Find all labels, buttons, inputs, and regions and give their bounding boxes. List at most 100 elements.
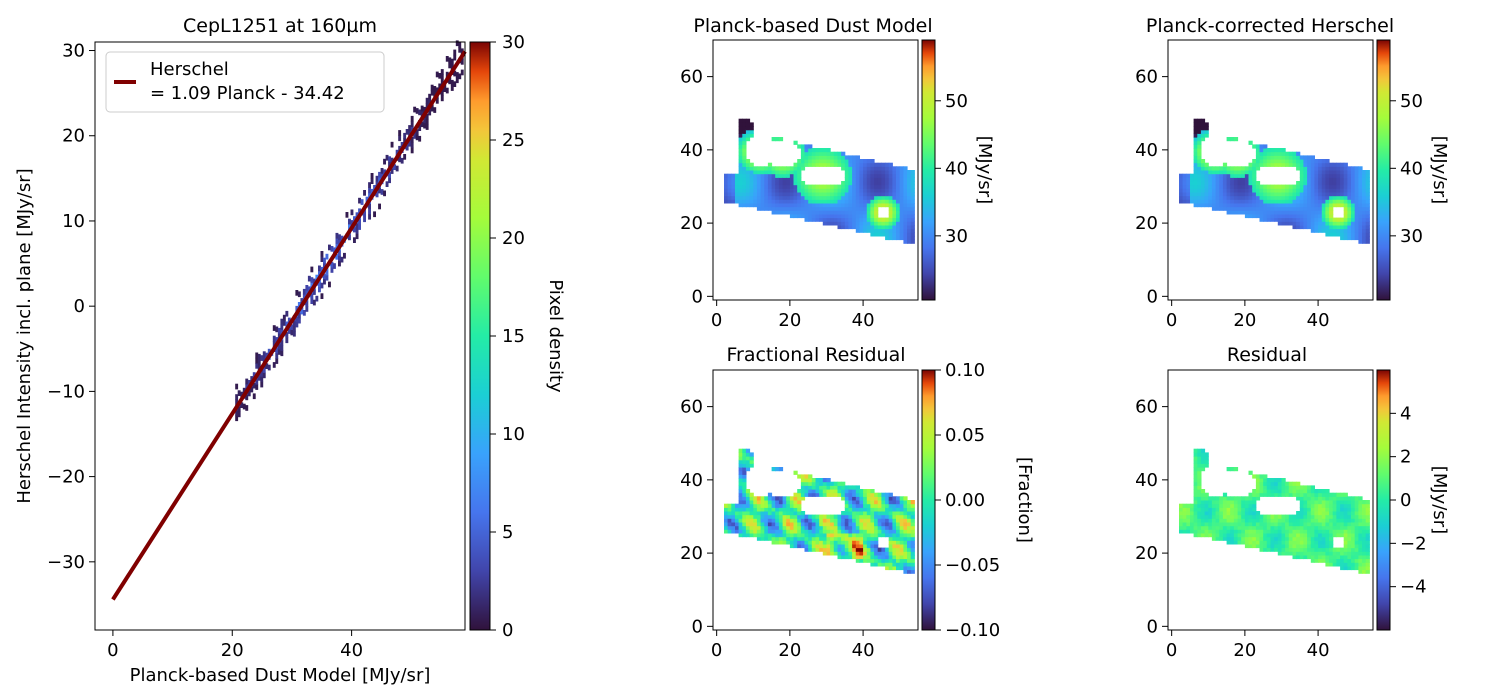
map-cell — [1336, 547, 1341, 552]
map-cell — [742, 122, 747, 127]
map-cell — [1358, 170, 1363, 175]
map-cell — [1299, 536, 1304, 541]
map-cell — [1208, 500, 1213, 505]
density-cell — [398, 156, 402, 163]
map-cell — [881, 173, 886, 178]
map-cell — [1362, 551, 1367, 556]
map-cell — [852, 203, 857, 208]
map-cell — [753, 195, 758, 200]
map-cell — [811, 522, 816, 527]
map-cell — [1222, 170, 1228, 175]
map-cell — [1310, 173, 1315, 178]
map-cell — [852, 177, 857, 182]
map-cell — [837, 481, 842, 486]
map-cell — [888, 181, 893, 186]
density-xlabel: Planck-based Dust Model [MJy/sr] — [130, 665, 431, 686]
map-cell — [1266, 213, 1271, 219]
map-cell — [1233, 522, 1239, 527]
map-cell — [804, 159, 809, 164]
map-cell — [1215, 511, 1220, 516]
map-cell — [745, 496, 751, 501]
density-cell — [318, 281, 321, 288]
map-cell — [822, 547, 827, 552]
map-cell — [738, 456, 743, 461]
map-cell — [767, 199, 773, 204]
map-cell — [782, 525, 787, 530]
map-cell — [742, 151, 747, 156]
map-cell — [1288, 492, 1293, 497]
map-cell — [1336, 518, 1341, 523]
map-cell — [808, 525, 813, 530]
map-cell — [738, 170, 743, 175]
map-cell — [1248, 470, 1253, 475]
map-cell — [1237, 203, 1242, 208]
map-cell — [1266, 536, 1271, 541]
map-cell — [1266, 188, 1271, 193]
density-cell — [375, 175, 379, 182]
map-cell — [804, 485, 809, 490]
map-cell — [1332, 170, 1337, 175]
map-cell — [1362, 239, 1367, 244]
density-cell — [262, 367, 266, 373]
map-cell — [899, 177, 904, 182]
map-cell — [830, 162, 835, 167]
map-cell — [852, 514, 857, 519]
density-cell — [275, 358, 279, 364]
map-cell — [1314, 192, 1319, 197]
map-cell — [1340, 500, 1345, 505]
map-cell — [1336, 192, 1341, 197]
map-cell — [874, 554, 879, 560]
map-cell — [1296, 162, 1301, 167]
map-cell — [1314, 213, 1319, 219]
density-colorbar-tick-label: 20 — [502, 228, 525, 249]
density-cell — [310, 298, 314, 304]
map-cell — [830, 210, 835, 215]
map-cell — [1318, 195, 1323, 200]
map-cell — [778, 181, 784, 186]
map-cell — [863, 492, 868, 497]
map-cell — [1274, 543, 1279, 549]
map-cell — [910, 224, 915, 230]
density-colorbar-label: Pixel density — [545, 279, 566, 393]
map-cell — [1314, 159, 1319, 164]
map-cell — [1270, 206, 1275, 211]
map-cell — [855, 210, 860, 215]
map-cell — [1266, 540, 1271, 545]
map-cell — [910, 543, 915, 549]
density-cell — [453, 54, 457, 61]
map-cell — [1197, 503, 1202, 508]
map-cell — [863, 195, 868, 200]
map-cell — [863, 199, 868, 204]
map-cell — [907, 177, 912, 182]
map-cell — [782, 166, 787, 171]
density-cell — [328, 281, 331, 288]
map-cell — [1266, 162, 1271, 167]
map-cell — [859, 543, 864, 549]
density-cell — [445, 71, 449, 78]
map-cell — [1292, 221, 1297, 226]
map-cell — [874, 543, 879, 549]
map-cell — [1211, 514, 1217, 519]
map-cell — [855, 159, 860, 164]
map-cell — [899, 522, 904, 527]
map-cell — [822, 533, 827, 538]
map-cell — [731, 177, 736, 182]
map-cell — [808, 184, 813, 189]
map-cell — [738, 500, 743, 505]
map-cell — [1237, 503, 1242, 508]
map-cell — [1270, 151, 1275, 156]
map-cell — [1329, 166, 1334, 171]
map-cell — [1200, 133, 1206, 138]
map-cell — [870, 199, 875, 204]
map-cell — [1200, 533, 1206, 538]
map-cell — [811, 536, 816, 541]
map-cell — [907, 195, 912, 200]
map-cell — [841, 540, 846, 545]
map-cell — [1354, 188, 1359, 193]
density-cell — [275, 326, 279, 333]
map-cell — [1222, 173, 1228, 178]
map-cell — [1325, 213, 1330, 219]
map-cell — [1310, 195, 1315, 200]
map-cell — [1259, 529, 1264, 534]
map-cell — [800, 485, 806, 490]
